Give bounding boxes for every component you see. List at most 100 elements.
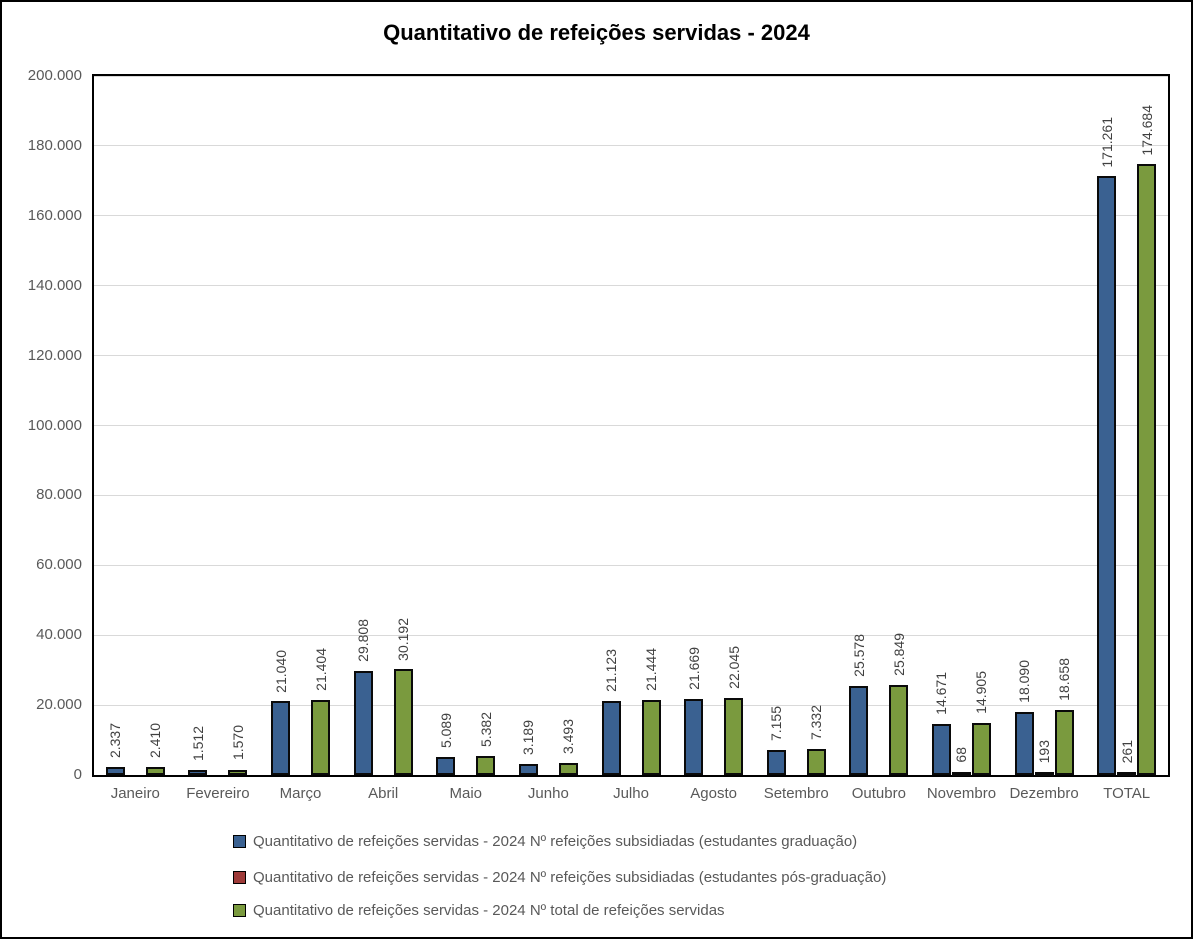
x-axis-label: Novembro bbox=[926, 785, 997, 802]
bar-value-label: 14.905 bbox=[973, 671, 990, 714]
bar-value-label: 5.089 bbox=[437, 713, 454, 749]
bar-value-label: 21.404 bbox=[312, 648, 329, 692]
y-axis-tick-label: 100.000 bbox=[27, 416, 82, 434]
bar-graduacao bbox=[271, 701, 291, 775]
bar-total bbox=[971, 722, 991, 775]
y-axis-tick-label: 40.000 bbox=[36, 626, 82, 644]
bar-graduacao bbox=[1014, 711, 1034, 775]
bar-value-label: 193 bbox=[1036, 739, 1053, 763]
x-axis-label: Setembro bbox=[763, 785, 829, 802]
bar-value-label: 21.669 bbox=[685, 647, 702, 691]
x-axis-label: TOTAL bbox=[1103, 785, 1151, 802]
x-axis-label: Fevereiro bbox=[186, 785, 250, 802]
bar-total bbox=[1137, 164, 1157, 775]
bar-total bbox=[311, 700, 331, 775]
y-axis-tick-label: 140.000 bbox=[27, 276, 82, 294]
x-axis-label: Agosto bbox=[690, 785, 737, 802]
y-axis-tick-label: 80.000 bbox=[36, 486, 82, 504]
bar-value-label: 25.849 bbox=[890, 632, 907, 676]
bar-pos_graduacao bbox=[951, 772, 971, 776]
bar-graduacao bbox=[684, 699, 704, 775]
bar-total bbox=[393, 669, 413, 775]
bar-value-label: 29.808 bbox=[355, 619, 372, 662]
gridline bbox=[94, 494, 1168, 496]
bar-total bbox=[641, 700, 661, 775]
gridline bbox=[94, 425, 1168, 426]
legend-item-graduacao: Quantitativo de refeições servidas - 202… bbox=[233, 832, 857, 850]
legend-item-pos_graduacao: Quantitativo de refeições servidas - 202… bbox=[233, 868, 886, 886]
bar-value-label: 1.512 bbox=[189, 725, 206, 761]
legend-swatch-total bbox=[233, 903, 246, 917]
bar-value-label: 68 bbox=[953, 747, 970, 763]
bar-value-label: 18.658 bbox=[1056, 657, 1073, 701]
gridline bbox=[94, 704, 1168, 706]
gridline bbox=[94, 215, 1168, 217]
bar-graduacao bbox=[188, 769, 208, 775]
x-axis-label: Julho bbox=[613, 785, 649, 802]
bar-total bbox=[724, 697, 744, 775]
bar-value-label: 2.410 bbox=[147, 722, 164, 758]
bar-value-label: 30.192 bbox=[395, 617, 412, 661]
y-axis-tick-label: 120.000 bbox=[27, 346, 82, 364]
bar-value-label: 3.189 bbox=[520, 719, 537, 755]
bar-total bbox=[558, 762, 578, 775]
bar-value-label: 171.261 bbox=[1098, 116, 1115, 168]
bar-graduacao bbox=[766, 749, 786, 775]
gridline bbox=[94, 634, 1168, 636]
x-axis-label: Junho bbox=[527, 785, 569, 802]
chart-title: Quantitativo de refeições servidas - 202… bbox=[383, 20, 810, 45]
bar-total bbox=[806, 749, 826, 775]
bar-value-label: 261 bbox=[1118, 739, 1135, 763]
legend-label: Quantitativo de refeições servidas - 202… bbox=[253, 901, 725, 919]
legend-label: Quantitativo de refeições servidas - 202… bbox=[253, 832, 858, 850]
bar-value-label: 3.493 bbox=[560, 718, 577, 754]
gridline bbox=[94, 355, 1168, 357]
gridline bbox=[94, 285, 1168, 287]
bar-value-label: 1.570 bbox=[229, 725, 246, 761]
legend-swatch-pos_graduacao bbox=[233, 870, 246, 884]
y-axis-tick-label: 180.000 bbox=[27, 136, 82, 154]
legend-item-total: Quantitativo de refeições servidas - 202… bbox=[233, 901, 725, 919]
gridline bbox=[94, 75, 1168, 77]
bar-graduacao bbox=[849, 685, 869, 775]
bar-value-label: 18.090 bbox=[1016, 659, 1033, 703]
bar-pos_graduacao bbox=[1034, 772, 1054, 776]
x-axis-label: Dezembro bbox=[1009, 785, 1079, 802]
x-axis-label: Abril bbox=[368, 785, 399, 802]
bar-value-label: 7.332 bbox=[808, 705, 825, 741]
bar-value-label: 2.337 bbox=[107, 722, 124, 758]
bar-total bbox=[476, 756, 496, 775]
bar-graduacao bbox=[353, 670, 373, 775]
x-axis-label: Março bbox=[279, 785, 322, 802]
y-axis-tick-label: 20.000 bbox=[36, 696, 82, 714]
x-axis-label: Outubro bbox=[851, 785, 906, 802]
x-axis-label: Janeiro bbox=[110, 785, 160, 802]
bar-value-label: 25.578 bbox=[850, 633, 867, 677]
bar-graduacao bbox=[436, 757, 456, 775]
bar-value-label: 22.045 bbox=[725, 646, 742, 689]
bar-total bbox=[228, 769, 248, 775]
bar-total bbox=[1054, 709, 1074, 775]
bar-value-label: 21.040 bbox=[272, 649, 289, 693]
bar-graduacao bbox=[931, 723, 951, 775]
legend-label: Quantitativo de refeições servidas - 202… bbox=[253, 868, 887, 886]
bar-value-label: 21.444 bbox=[643, 648, 659, 692]
x-axis-label: Maio bbox=[449, 785, 483, 802]
bar-value-label: 14.671 bbox=[933, 671, 950, 715]
legend-swatch-graduacao bbox=[233, 834, 246, 848]
bar-graduacao bbox=[601, 701, 621, 775]
bar-value-label: 174.684 bbox=[1138, 104, 1155, 156]
y-axis-tick-label: 0 bbox=[73, 766, 82, 783]
bar-value-label: 21.123 bbox=[603, 649, 619, 693]
bar-graduacao bbox=[105, 766, 125, 775]
gridline bbox=[94, 564, 1168, 566]
bar-value-label: 7.155 bbox=[768, 705, 785, 741]
y-axis-tick-label: 160.000 bbox=[27, 206, 82, 224]
bar-pos_graduacao bbox=[1117, 772, 1137, 776]
y-axis-tick-label: 60.000 bbox=[36, 556, 82, 574]
bar-value-label: 5.382 bbox=[477, 712, 494, 748]
bar-graduacao bbox=[1097, 176, 1117, 775]
y-axis-tick-label: 200.000 bbox=[27, 67, 82, 84]
bar-total bbox=[889, 684, 909, 775]
